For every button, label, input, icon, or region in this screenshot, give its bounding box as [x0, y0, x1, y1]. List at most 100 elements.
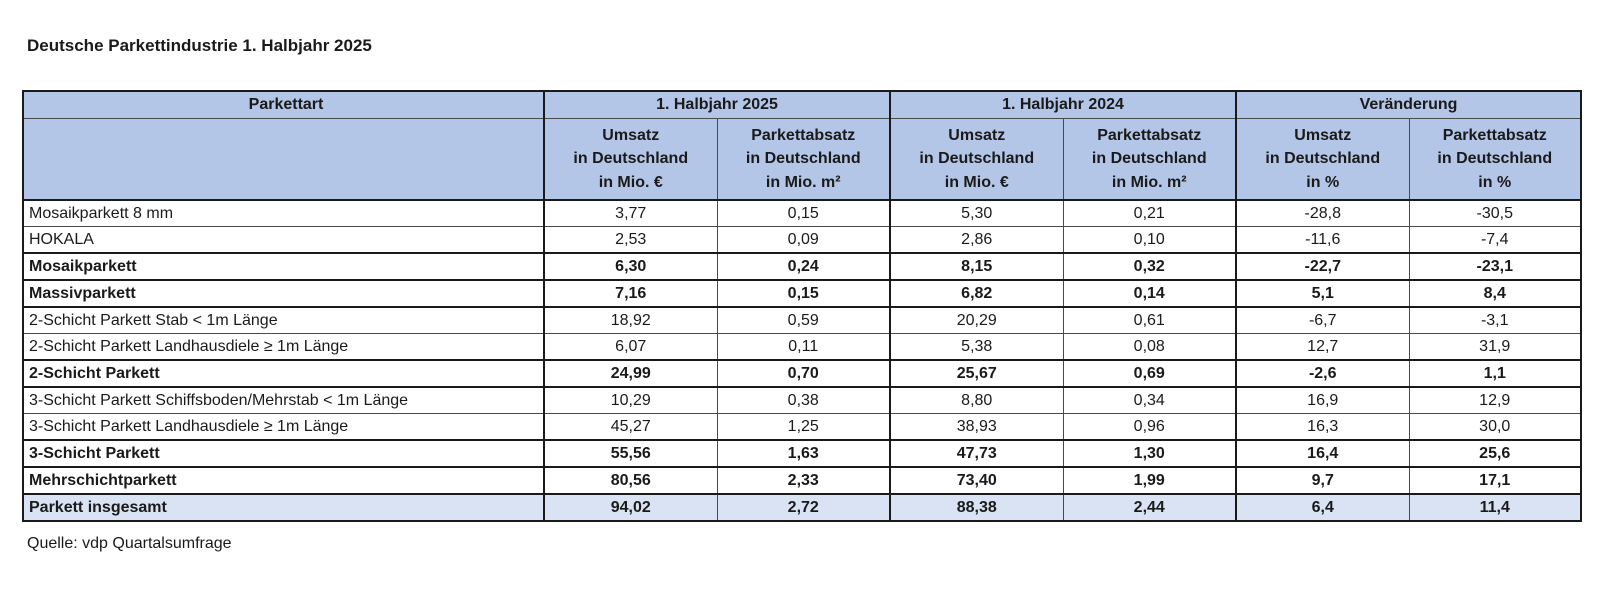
table-row: 2-Schicht Parkett Stab < 1m Länge 18,92 0,…: [23, 306, 1581, 334]
row-label: Parkett insgesamt: [23, 493, 544, 521]
row-label: HOKALA: [23, 226, 544, 253]
row-value: 6,4: [1235, 493, 1409, 521]
row-value: 0,96: [1062, 413, 1236, 440]
row-value: 73,40: [889, 466, 1063, 494]
table-row: 3-Schicht Parkett 55,56 1,63 47,73 1,30 16,4 2…: [23, 439, 1581, 467]
column-group-veraenderung: Veränderung: [1235, 91, 1581, 119]
row-value: 0,59: [716, 306, 890, 334]
row-value: 8,4: [1408, 279, 1581, 307]
row-value: 0,08: [1062, 333, 1236, 360]
row-value: -2,6: [1235, 359, 1409, 387]
row-label: 2-Schicht Parkett Stab < 1m Länge: [23, 306, 544, 334]
row-value: 1,1: [1408, 359, 1581, 387]
row-value: 2,33: [716, 466, 890, 494]
row-value: 25,6: [1408, 439, 1581, 467]
row-value: 8,15: [889, 252, 1063, 280]
row-label: Massivparkett: [23, 279, 544, 307]
row-value: 0,34: [1062, 386, 1236, 414]
row-value: 1,63: [716, 439, 890, 467]
table-row: HOKALA 2,53 0,09 2,86 0,10 -11,6 -7,4: [23, 226, 1581, 253]
column-header-blank: [23, 118, 544, 201]
column-header-umsatz-veraenderung: Umsatz in Deutschland in %: [1235, 118, 1409, 201]
row-value: 5,38: [889, 333, 1063, 360]
row-value: 47,73: [889, 439, 1063, 467]
source-note: Quelle: vdp Quartalsumfrage: [27, 535, 232, 552]
row-label: 3-Schicht Parkett: [23, 439, 544, 467]
row-value: 16,3: [1235, 413, 1409, 440]
row-value: 17,1: [1408, 466, 1581, 494]
row-value: 80,56: [543, 466, 717, 494]
row-value: 0,70: [716, 359, 890, 387]
row-value: 1,25: [716, 413, 890, 440]
row-label: Mehrschichtparkett: [23, 466, 544, 494]
row-value: -3,1: [1408, 306, 1581, 334]
row-label: 2-Schicht Parkett: [23, 359, 544, 387]
row-value: -23,1: [1408, 252, 1581, 280]
row-value: 5,30: [889, 199, 1063, 227]
row-value: 0,09: [716, 226, 890, 253]
row-value: 8,80: [889, 386, 1063, 414]
row-value: 24,99: [543, 359, 717, 387]
row-value: 30,0: [1408, 413, 1581, 440]
row-value: 0,38: [716, 386, 890, 414]
row-value: 16,4: [1235, 439, 1409, 467]
row-value: 0,32: [1062, 252, 1236, 280]
column-header-absatz-veraenderung: Parkettabsatz in Deutschland in %: [1408, 118, 1581, 201]
table-row: Mehrschichtparkett 80,56 2,33 73,40 1,99 9,7 1…: [23, 466, 1581, 494]
row-value: 3,77: [543, 199, 717, 227]
table-row: Mosaikparkett 8 mm 3,77 0,15 5,30 0,21 -28,8-…: [23, 199, 1581, 227]
table-row: 3-Schicht Parkett Landhausdiele ≥ 1m Län…: [23, 413, 1581, 440]
row-value: 12,7: [1235, 333, 1409, 360]
row-value: 9,7: [1235, 466, 1409, 494]
row-value: 0,10: [1062, 226, 1236, 253]
row-value: 2,53: [543, 226, 717, 253]
row-value: 6,30: [543, 252, 717, 280]
row-value: 38,93: [889, 413, 1063, 440]
row-label: 2-Schicht Parkett Landhausdiele ≥ 1m Län…: [23, 333, 544, 360]
row-value: 2,86: [889, 226, 1063, 253]
row-value: 18,92: [543, 306, 717, 334]
header-group-row: Parkettart 1. Halbjahr 2025 1. Halbjahr …: [23, 91, 1581, 119]
row-value: -6,7: [1235, 306, 1409, 334]
page-title: Deutsche Parkettindustrie 1. Halbjahr 20…: [27, 36, 372, 55]
row-value: 16,9: [1235, 386, 1409, 414]
row-value: 11,4: [1408, 493, 1581, 521]
row-value: 1,30: [1062, 439, 1236, 467]
row-value: -11,6: [1235, 226, 1409, 253]
table-row: 3-Schicht Parkett Schiffsboden/Mehrstab …: [23, 386, 1581, 414]
column-header-absatz-2025: Parkettabsatz in Deutschland in Mio. m²: [716, 118, 890, 201]
row-value: 0,61: [1062, 306, 1236, 334]
row-value: 94,02: [543, 493, 717, 521]
row-value: 0,15: [716, 199, 890, 227]
row-value: 6,82: [889, 279, 1063, 307]
row-value: -7,4: [1408, 226, 1581, 253]
row-value: 12,9: [1408, 386, 1581, 414]
column-header-absatz-2024: Parkettabsatz in Deutschland in Mio. m²: [1062, 118, 1236, 201]
row-value: 2,72: [716, 493, 890, 521]
row-value: 88,38: [889, 493, 1063, 521]
row-value: 0,69: [1062, 359, 1236, 387]
table-header: Parkettart 1. Halbjahr 2025 1. Halbjahr …: [23, 91, 1581, 201]
row-value: 0,14: [1062, 279, 1236, 307]
table-body: Mosaikparkett 8 mm 3,77 0,15 5,30 0,21 -28,8-…: [23, 199, 1581, 521]
row-value: 0,21: [1062, 199, 1236, 227]
row-value: 25,67: [889, 359, 1063, 387]
header-subcolumn-row: Umsatz in Deutschland in Mio. € Parketta…: [23, 118, 1581, 201]
row-value: 6,07: [543, 333, 717, 360]
row-label: Mosaikparkett: [23, 252, 544, 280]
column-group-halbjahr-2025: 1. Halbjahr 2025: [543, 91, 890, 119]
row-value: 2,44: [1062, 493, 1236, 521]
row-value: 55,56: [543, 439, 717, 467]
table-row: Parkett insgesamt 94,02 2,72 88,38 2,44 6,4 11…: [23, 493, 1581, 521]
column-group-halbjahr-2024: 1. Halbjahr 2024: [889, 91, 1236, 119]
row-value: 5,1: [1235, 279, 1409, 307]
row-value: 31,9: [1408, 333, 1581, 360]
row-value: 0,15: [716, 279, 890, 307]
parquet-data-table: Parkettart 1. Halbjahr 2025 1. Halbjahr …: [22, 90, 1582, 522]
table-row: Massivparkett 7,16 0,15 6,82 0,14 5,1 8,4: [23, 279, 1581, 307]
table-row: 2-Schicht Parkett 24,99 0,70 25,67 0,69 -2,6 1…: [23, 359, 1581, 387]
column-header-umsatz-2024: Umsatz in Deutschland in Mio. €: [889, 118, 1063, 201]
row-value: -30,5: [1408, 199, 1581, 227]
column-header-parkettart: Parkettart: [23, 91, 544, 119]
column-header-umsatz-2025: Umsatz in Deutschland in Mio. €: [543, 118, 717, 201]
